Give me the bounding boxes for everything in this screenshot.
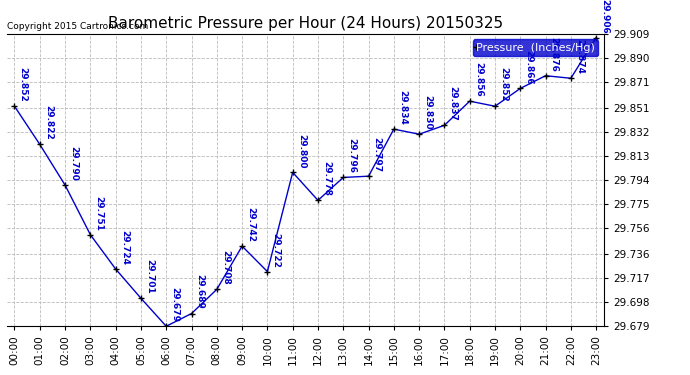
- Pressure  (Inches/Hg): [264, 269, 272, 274]
- Text: 29.778: 29.778: [322, 161, 331, 196]
- Text: 29.834: 29.834: [398, 90, 407, 125]
- Pressure  (Inches/Hg): [162, 324, 170, 328]
- Text: 29.852: 29.852: [499, 68, 508, 102]
- Text: 29.790: 29.790: [69, 146, 78, 181]
- Pressure  (Inches/Hg): [339, 175, 347, 180]
- Pressure  (Inches/Hg): [592, 35, 600, 40]
- Pressure  (Inches/Hg): [213, 287, 221, 292]
- Title: Barometric Pressure per Hour (24 Hours) 20150325: Barometric Pressure per Hour (24 Hours) …: [108, 16, 503, 31]
- Pressure  (Inches/Hg): [61, 183, 69, 188]
- Pressure  (Inches/Hg): [440, 123, 449, 128]
- Text: 29.906: 29.906: [600, 0, 609, 33]
- Pressure  (Inches/Hg): [390, 127, 398, 131]
- Pressure  (Inches/Hg): [415, 132, 423, 136]
- Pressure  (Inches/Hg): [36, 142, 44, 147]
- Pressure  (Inches/Hg): [516, 86, 524, 91]
- Text: 29.852: 29.852: [19, 68, 28, 102]
- Text: 29.830: 29.830: [423, 95, 433, 130]
- Text: 29.822: 29.822: [44, 105, 53, 140]
- Line: Pressure  (Inches/Hg): Pressure (Inches/Hg): [11, 34, 600, 330]
- Pressure  (Inches/Hg): [86, 232, 95, 237]
- Text: 29.689: 29.689: [196, 274, 205, 309]
- Legend: Pressure  (Inches/Hg): Pressure (Inches/Hg): [473, 39, 598, 56]
- Pressure  (Inches/Hg): [466, 99, 474, 104]
- Text: 29.856: 29.856: [474, 62, 483, 97]
- Text: 29.797: 29.797: [373, 137, 382, 172]
- Text: 29.751: 29.751: [95, 196, 103, 231]
- Text: 29.796: 29.796: [348, 138, 357, 173]
- Pressure  (Inches/Hg): [137, 296, 145, 300]
- Text: 29.742: 29.742: [246, 207, 255, 242]
- Pressure  (Inches/Hg): [542, 74, 550, 78]
- Pressure  (Inches/Hg): [314, 198, 322, 202]
- Pressure  (Inches/Hg): [491, 104, 499, 108]
- Text: 29.724: 29.724: [120, 230, 129, 265]
- Pressure  (Inches/Hg): [238, 244, 246, 248]
- Pressure  (Inches/Hg): [288, 170, 297, 175]
- Pressure  (Inches/Hg): [364, 174, 373, 178]
- Text: 29.722: 29.722: [272, 232, 281, 267]
- Text: 29.701: 29.701: [145, 260, 154, 294]
- Text: 29.874: 29.874: [575, 39, 584, 74]
- Pressure  (Inches/Hg): [10, 104, 19, 108]
- Text: 29.866: 29.866: [524, 50, 533, 84]
- Text: 29.876: 29.876: [550, 37, 559, 72]
- Pressure  (Inches/Hg): [112, 267, 120, 271]
- Pressure  (Inches/Hg): [566, 76, 575, 81]
- Text: 29.679: 29.679: [170, 287, 179, 322]
- Text: 29.708: 29.708: [221, 251, 230, 285]
- Text: Copyright 2015 Cartronics.com: Copyright 2015 Cartronics.com: [7, 22, 148, 31]
- Pressure  (Inches/Hg): [188, 311, 196, 316]
- Text: 29.800: 29.800: [297, 134, 306, 168]
- Text: 29.837: 29.837: [448, 86, 457, 121]
